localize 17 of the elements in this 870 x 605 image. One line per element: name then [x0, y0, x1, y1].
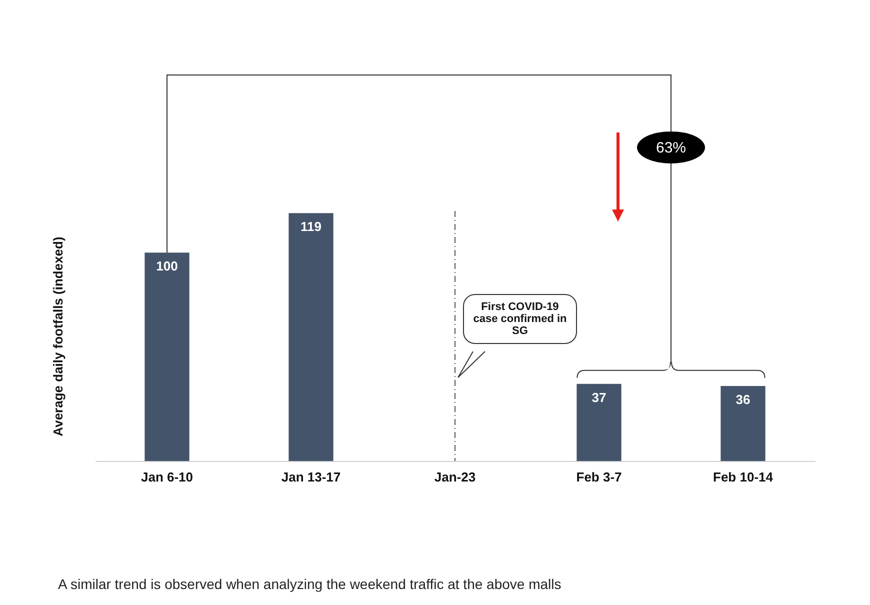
x-tick-label: Jan-23 [434, 470, 476, 484]
text: A similar trend is observed when analyzing the weekend traffic at the above malls [58, 576, 562, 592]
x-tick-label: Feb 3-7 [576, 470, 622, 484]
data-label: 119 [300, 219, 322, 234]
bar [576, 384, 622, 461]
bar [288, 213, 334, 461]
x-tick-label: Jan 6-10 [140, 470, 194, 484]
data-label: 100 [156, 258, 178, 274]
bar [144, 252, 190, 461]
x-tick-label: Jan 13-17 [281, 470, 341, 484]
data-label: 37 [592, 390, 606, 405]
data-label: 36 [736, 392, 750, 407]
y-axis-title: Average daily footfalls (indexed) [50, 236, 66, 436]
bar [720, 386, 766, 461]
ref-line-label: First COVID-19 case confirmed in SG [463, 294, 577, 344]
x-tick-label: Feb 10-14 [713, 470, 774, 484]
text: 63% [656, 139, 686, 156]
